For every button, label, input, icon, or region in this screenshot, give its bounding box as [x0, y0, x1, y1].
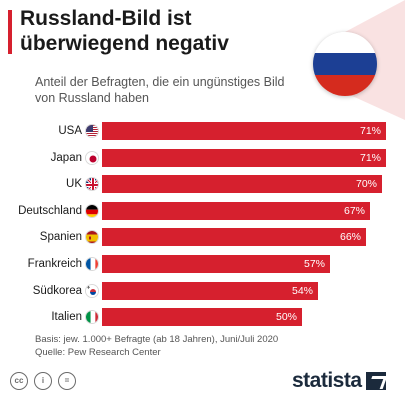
bar: 50%	[102, 308, 302, 327]
category-label: Spanien	[39, 231, 82, 244]
accent-bar	[8, 10, 12, 54]
category-label: UK	[66, 178, 82, 191]
data-label: 67%	[343, 204, 365, 217]
statista-mark-icon	[365, 372, 386, 390]
data-label: 70%	[355, 178, 377, 191]
bar-row: Italien 50%	[0, 308, 405, 327]
south-korea-flag-icon	[85, 283, 99, 298]
bar-row: Spanien 66%	[0, 228, 405, 247]
data-label: 57%	[303, 258, 325, 270]
bar-row: Deutschland 67%	[0, 201, 405, 220]
chart-subtitle: Anteil der Befragten, die ein ungünstige…	[35, 75, 285, 105]
data-label: 66%	[339, 231, 361, 244]
russia-flag-icon	[313, 32, 377, 96]
bar: 67%	[102, 201, 370, 220]
bar: 70%	[102, 175, 382, 194]
data-label: 50%	[275, 311, 297, 324]
bar-row: Frankreich 57%	[0, 255, 405, 273]
category-label: Italien	[51, 311, 82, 324]
data-label: 71%	[359, 151, 381, 164]
category-label: Deutschland	[18, 204, 82, 217]
usa-flag-icon	[85, 124, 99, 138]
japan-flag-icon	[85, 150, 99, 165]
category-label: Südkorea	[32, 284, 82, 297]
data-label: 54%	[291, 284, 313, 297]
uk-flag-icon	[85, 177, 99, 192]
bar-row: Japan 71%	[0, 148, 405, 167]
category-label: USA	[58, 125, 82, 137]
no-derivatives-icon[interactable]: =	[58, 372, 76, 390]
bar-row: UK 70%	[0, 175, 405, 194]
source-text: Quelle: Pew Research Center	[35, 347, 161, 358]
category-label: Frankreich	[27, 258, 82, 270]
italy-flag-icon	[85, 310, 99, 325]
data-label: 71%	[359, 125, 381, 137]
basis-text: Basis: jew. 1.000+ Befragte (ab 18 Jahre…	[35, 334, 279, 345]
bar-row: USA 71%	[0, 122, 405, 140]
bar: 71%	[102, 122, 386, 140]
bar: 71%	[102, 148, 386, 167]
bar-row: Südkorea 54%	[0, 281, 405, 300]
logo-text: statista	[292, 369, 362, 392]
license-icons: cc i =	[10, 372, 82, 392]
france-flag-icon	[85, 257, 99, 271]
attribution-icon[interactable]: i	[34, 372, 52, 390]
bar: 54%	[102, 281, 318, 300]
bar-chart: USA 71% Japan 71% UK 70% Deutschland 67% Spanien…	[0, 122, 405, 327]
bar: 57%	[102, 255, 330, 273]
spain-flag-icon	[85, 230, 99, 245]
bar: 66%	[102, 228, 366, 247]
category-label: Japan	[50, 151, 82, 164]
creative-commons-icon[interactable]: cc	[10, 372, 28, 390]
germany-flag-icon	[85, 203, 99, 218]
chart-title: Russland-Bild ist überwiegend negativ	[20, 7, 229, 55]
statista-logo[interactable]: statista	[292, 369, 386, 393]
source-note: Basis: jew. 1.000+ Befragte (ab 18 Jahre…	[35, 333, 278, 359]
